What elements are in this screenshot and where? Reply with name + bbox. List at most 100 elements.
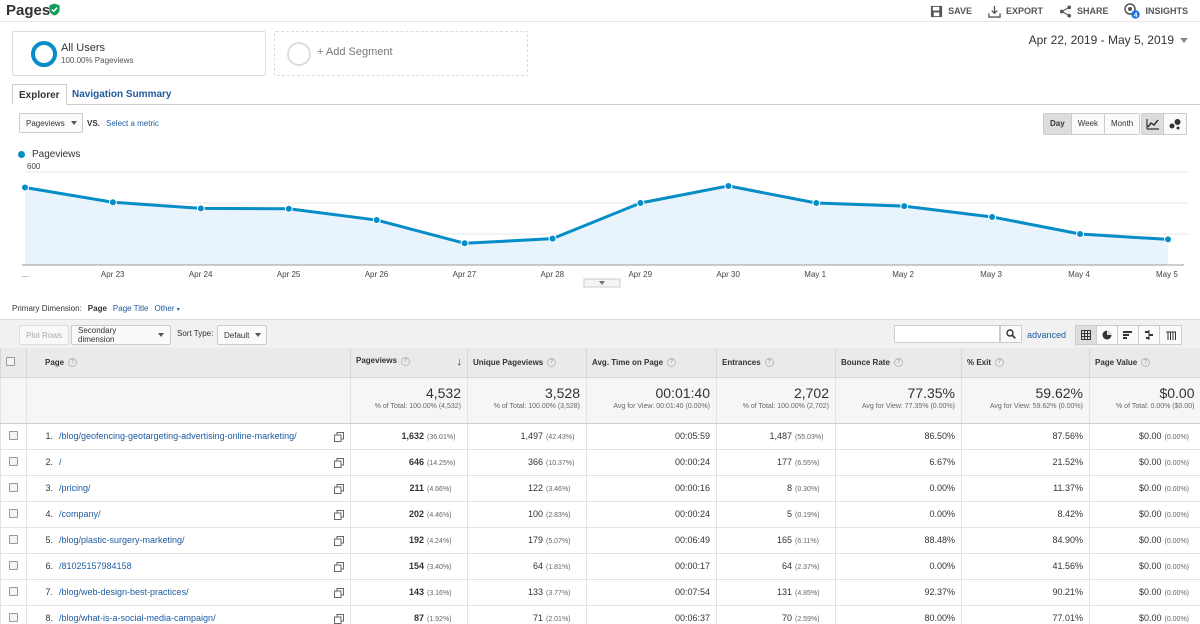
data-point[interactable] bbox=[900, 202, 909, 211]
data-point[interactable] bbox=[812, 199, 821, 207]
week-button[interactable]: Week bbox=[1071, 114, 1105, 134]
primary-dimension-page-title[interactable]: Page Title bbox=[112, 304, 149, 313]
open-page-icon[interactable] bbox=[334, 431, 344, 442]
help-icon[interactable]: ? bbox=[764, 357, 774, 367]
row-checkbox[interactable] bbox=[9, 612, 18, 622]
help-icon[interactable]: ? bbox=[547, 357, 557, 367]
open-page-icon[interactable] bbox=[334, 509, 344, 520]
data-point[interactable] bbox=[1164, 235, 1172, 244]
open-page-icon[interactable] bbox=[334, 457, 344, 468]
table-row[interactable]: 3./pricing/211 (4.66%) 122 (3.46%) 00:00:16 8… bbox=[0, 475, 1200, 502]
motion-chart-button[interactable] bbox=[1164, 114, 1186, 134]
select-all-checkbox[interactable] bbox=[6, 356, 15, 366]
page-link[interactable]: /blog/web-design-best-practices/ bbox=[59, 586, 189, 597]
line-chart-button[interactable] bbox=[1142, 114, 1164, 134]
advanced-filter-link[interactable]: advanced bbox=[1027, 330, 1067, 340]
data-point[interactable] bbox=[21, 183, 29, 192]
page-cell: 3. /pricing/ bbox=[26, 475, 351, 502]
date-range-picker[interactable]: Apr 22, 2019 - May 5, 2019 bbox=[1029, 33, 1188, 47]
primary-dimension-other[interactable]: Other ▾ bbox=[155, 304, 180, 313]
header-avg-time[interactable]: Avg. Time on Page? bbox=[586, 348, 717, 378]
header-pageviews-label: Pageviews bbox=[356, 356, 397, 366]
table-row[interactable]: 8. /blog/what-is-a-social-media-campaign/… bbox=[0, 605, 1200, 624]
export-button[interactable]: EXPORT bbox=[988, 5, 1043, 18]
comparison-view-button[interactable] bbox=[1139, 326, 1160, 344]
help-icon[interactable]: ? bbox=[995, 357, 1005, 367]
page-link[interactable]: /81025157984158 bbox=[59, 560, 132, 571]
data-point[interactable] bbox=[724, 181, 733, 190]
open-page-icon[interactable] bbox=[334, 561, 344, 572]
table-search-input[interactable] bbox=[894, 325, 1000, 343]
pageviews-percent: (4.46%) bbox=[427, 512, 452, 519]
pie-view-button[interactable] bbox=[1097, 326, 1118, 344]
row-checkbox[interactable] bbox=[9, 560, 18, 570]
plot-rows-button[interactable]: Plot Rows bbox=[19, 325, 70, 345]
performance-view-button[interactable] bbox=[1118, 326, 1139, 344]
save-button[interactable]: SAVE bbox=[930, 5, 972, 18]
help-icon[interactable]: ? bbox=[400, 356, 410, 366]
data-point[interactable] bbox=[548, 234, 557, 243]
metric-dropdown[interactable]: Pageviews bbox=[19, 113, 83, 133]
unique-pageviews-cell: 366 (10.37%) bbox=[467, 449, 587, 476]
header-entrances[interactable]: Entrances? bbox=[716, 348, 836, 378]
table-row[interactable]: 5. /blog/plastic-surgery-marketing/192 (4.… bbox=[0, 527, 1200, 554]
open-page-icon[interactable] bbox=[334, 483, 344, 494]
help-icon[interactable]: ? bbox=[68, 357, 78, 367]
month-button[interactable]: Month bbox=[1105, 114, 1140, 134]
header-page-value[interactable]: Page Value? bbox=[1089, 348, 1200, 378]
data-point[interactable] bbox=[108, 198, 117, 207]
page-link[interactable]: / bbox=[59, 456, 62, 467]
grid-icon bbox=[1081, 330, 1091, 340]
verified-check-icon bbox=[49, 3, 60, 16]
row-checkbox[interactable] bbox=[9, 586, 18, 596]
tab-explorer[interactable]: Explorer bbox=[12, 84, 67, 105]
open-page-icon[interactable] bbox=[334, 535, 344, 546]
secondary-dimension-dropdown[interactable]: Secondary dimension bbox=[71, 325, 171, 345]
table-row[interactable]: 4./company/202 (4.46%) 100 (2.83%) 00:00:24 5… bbox=[0, 501, 1200, 528]
table-row[interactable]: 2./646 (14.25%) 366 (10.37%) 00:00:24 177 (6.5… bbox=[0, 449, 1200, 476]
table-row[interactable]: 1. /blog/geofencing-geotargeting-advertis… bbox=[0, 423, 1200, 450]
data-point[interactable] bbox=[372, 216, 381, 225]
table-search-button[interactable] bbox=[1000, 325, 1022, 343]
data-point[interactable] bbox=[1076, 230, 1085, 238]
table-view-button[interactable] bbox=[1076, 326, 1097, 344]
header-page[interactable]: Page? bbox=[26, 348, 351, 378]
segment-all-users[interactable]: All Users 100.00% Pageviews bbox=[12, 31, 266, 76]
page-link[interactable]: /blog/geofencing-geotargeting-advertisin… bbox=[59, 430, 297, 441]
row-checkbox[interactable] bbox=[9, 482, 18, 492]
tab-navigation-summary[interactable]: Navigation Summary bbox=[72, 89, 172, 100]
header-exit[interactable]: % Exit? bbox=[961, 348, 1090, 378]
page-link[interactable]: /blog/plastic-surgery-marketing/ bbox=[59, 534, 185, 545]
page-link[interactable]: /pricing/ bbox=[59, 482, 91, 493]
open-page-icon[interactable] bbox=[334, 613, 344, 624]
data-point[interactable] bbox=[284, 204, 293, 213]
day-button[interactable]: Day bbox=[1044, 114, 1072, 134]
page-link[interactable]: /blog/what-is-a-social-media-campaign/ bbox=[59, 612, 216, 623]
open-page-icon[interactable] bbox=[334, 587, 344, 598]
share-button[interactable]: SHARE bbox=[1059, 4, 1108, 18]
data-point[interactable] bbox=[636, 199, 645, 207]
data-point[interactable] bbox=[460, 239, 469, 248]
help-icon[interactable]: ? bbox=[667, 357, 677, 367]
page-link[interactable]: /company/ bbox=[59, 508, 101, 519]
data-point[interactable] bbox=[988, 212, 997, 221]
row-checkbox[interactable] bbox=[9, 430, 18, 440]
add-segment-button[interactable]: + Add Segment bbox=[274, 31, 528, 76]
entrances-percent: (2.37%) bbox=[795, 564, 820, 571]
row-checkbox[interactable] bbox=[9, 456, 18, 466]
header-pageviews[interactable]: Pageviews? ↓ bbox=[350, 348, 468, 378]
sort-type-dropdown[interactable]: Default bbox=[217, 325, 267, 345]
table-row[interactable]: 6./81025157984158 154 (3.40%) 64 (1.81%) 00:0… bbox=[0, 553, 1200, 580]
insights-button[interactable]: 4 INSIGHTS bbox=[1124, 3, 1188, 19]
select-metric-link[interactable]: Select a metric bbox=[106, 119, 159, 128]
row-checkbox[interactable] bbox=[9, 508, 18, 518]
pivot-view-button[interactable] bbox=[1160, 326, 1181, 344]
data-point[interactable] bbox=[196, 204, 205, 213]
table-row[interactable]: 7./blog/web-design-best-practices/143 (3.… bbox=[0, 579, 1200, 606]
header-unique-pageviews[interactable]: Unique Pageviews? bbox=[467, 348, 587, 378]
help-icon[interactable]: ? bbox=[1141, 357, 1151, 367]
header-bounce-rate[interactable]: Bounce Rate? bbox=[835, 348, 962, 378]
row-checkbox[interactable] bbox=[9, 534, 18, 544]
unique-percent: (2.01%) bbox=[546, 616, 571, 623]
help-icon[interactable]: ? bbox=[893, 357, 903, 367]
